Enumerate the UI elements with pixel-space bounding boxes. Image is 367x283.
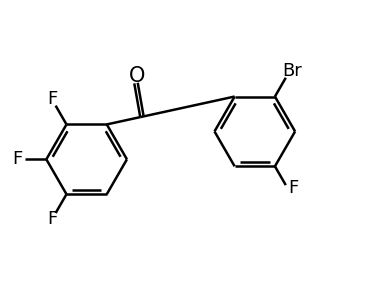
Text: Br: Br bbox=[282, 62, 302, 80]
Text: F: F bbox=[47, 210, 58, 228]
Text: O: O bbox=[129, 67, 146, 86]
Text: F: F bbox=[12, 150, 22, 168]
Text: F: F bbox=[47, 91, 58, 108]
Text: F: F bbox=[288, 179, 299, 197]
